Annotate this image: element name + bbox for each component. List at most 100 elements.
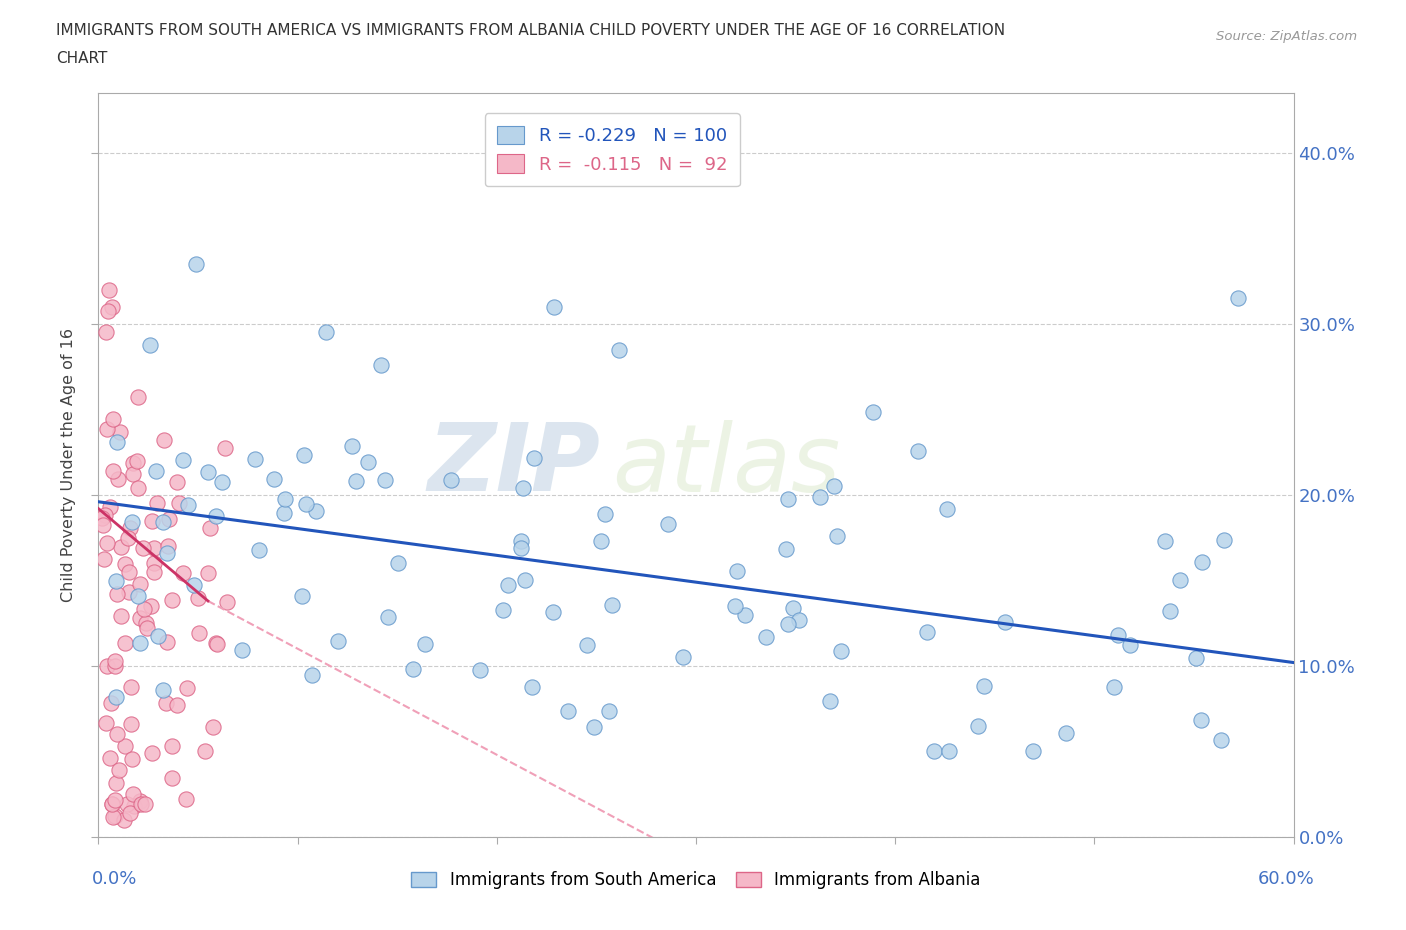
Point (122, 786, 145, 801)
Point (243, 451, 266, 466)
Point (97, 304, 120, 319)
Point (105, 573, 128, 588)
Text: 60.0%: 60.0% (1258, 870, 1315, 888)
Point (118, 585, 141, 600)
Point (120, 805, 142, 820)
Point (101, 797, 124, 812)
Point (118, 565, 141, 579)
Point (818, 694, 841, 709)
Point (120, 717, 142, 732)
Point (121, 515, 143, 530)
Point (176, 498, 198, 513)
Point (100, 751, 122, 765)
Point (136, 620, 159, 635)
Point (129, 797, 152, 812)
Point (129, 793, 152, 808)
Point (1054, 726, 1077, 741)
Point (155, 696, 177, 711)
Text: atlas: atlas (613, 419, 841, 511)
Point (176, 681, 198, 696)
Point (162, 738, 184, 753)
Point (117, 530, 139, 545)
Point (315, 325, 337, 339)
Point (591, 534, 613, 549)
Point (973, 679, 995, 694)
Point (120, 521, 142, 536)
Point (186, 257, 208, 272)
Point (557, 704, 579, 719)
Point (108, 425, 131, 440)
Point (129, 577, 152, 591)
Point (755, 630, 778, 644)
Point (132, 540, 155, 555)
Point (1159, 604, 1181, 618)
Point (139, 338, 162, 352)
Point (107, 587, 129, 602)
Point (142, 555, 165, 570)
Point (263, 472, 285, 486)
Point (105, 434, 128, 449)
Point (129, 635, 152, 650)
Point (907, 444, 929, 458)
Point (575, 637, 598, 652)
Point (152, 515, 174, 530)
Point (778, 492, 800, 507)
Point (110, 609, 132, 624)
Point (1022, 744, 1045, 759)
Point (387, 555, 409, 570)
Point (211, 474, 233, 489)
Point (922, 744, 945, 759)
Point (117, 797, 139, 812)
Text: 0.0%: 0.0% (91, 870, 136, 888)
Text: Source: ZipAtlas.com: Source: ZipAtlas.com (1216, 30, 1357, 43)
Point (160, 770, 183, 785)
Point (217, 595, 239, 610)
Point (1213, 532, 1236, 547)
Point (734, 607, 756, 622)
Point (377, 609, 399, 624)
Point (543, 604, 565, 619)
Point (1189, 712, 1212, 727)
Point (152, 683, 174, 698)
Point (657, 516, 679, 531)
Point (93, 551, 115, 566)
Point (1170, 572, 1192, 587)
Point (205, 635, 228, 650)
Point (725, 564, 748, 578)
Point (114, 636, 136, 651)
Point (96, 658, 118, 673)
Point (357, 455, 380, 470)
Point (724, 598, 747, 613)
Point (413, 636, 436, 651)
Point (440, 473, 463, 488)
Point (787, 613, 810, 628)
Point (105, 776, 128, 790)
Point (301, 668, 323, 683)
Point (344, 473, 367, 488)
Point (104, 808, 127, 823)
Point (305, 504, 328, 519)
Point (522, 679, 544, 694)
Point (187, 591, 209, 605)
Point (513, 573, 536, 588)
Point (598, 704, 620, 719)
Point (125, 454, 148, 469)
Point (197, 565, 219, 580)
Point (157, 538, 180, 553)
Point (1226, 291, 1249, 306)
Point (146, 628, 169, 643)
Point (155, 634, 177, 649)
Point (105, 726, 128, 741)
Point (1185, 651, 1208, 666)
Point (114, 739, 136, 754)
Point (169, 496, 191, 511)
Point (326, 633, 349, 648)
Point (91, 517, 114, 532)
Point (917, 624, 939, 639)
Point (197, 464, 219, 479)
Point (808, 489, 831, 504)
Point (139, 599, 162, 614)
Point (292, 447, 315, 462)
Point (104, 659, 127, 674)
Point (141, 513, 163, 528)
